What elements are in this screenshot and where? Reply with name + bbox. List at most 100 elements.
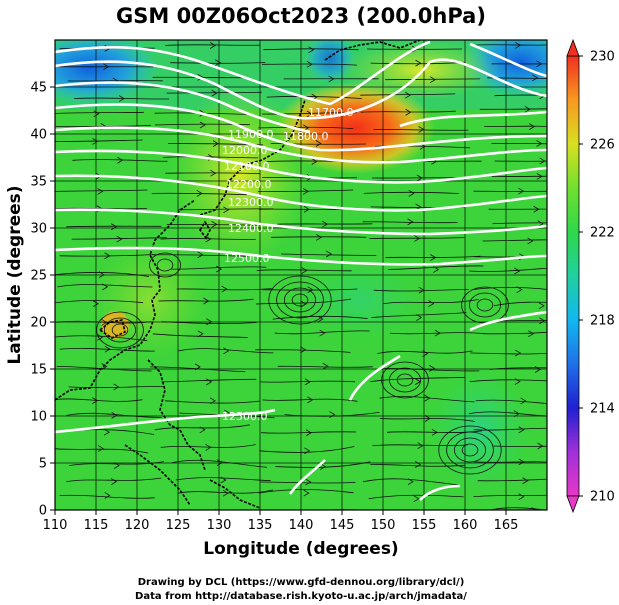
streamline-arrow: [536, 173, 543, 180]
streamline-arrow: [518, 426, 525, 434]
map-title: GSM 00Z06Oct2023 (200.0hPa): [116, 4, 486, 28]
streamline-arrow: [104, 492, 111, 499]
streamline: [176, 288, 272, 291]
eddy-streamline: [453, 437, 486, 463]
streamline-arrow: [210, 169, 217, 177]
streamline-arrow: [307, 286, 314, 294]
y-axis-ticks: 0 5 10 15 20 25 30 35 40 45: [30, 81, 55, 519]
eddy-streamline: [446, 431, 494, 469]
streamline-arrow: [221, 285, 228, 293]
streamline-arrow: [216, 265, 222, 273]
y-tick-label: 5: [39, 457, 47, 472]
streamline-arrow: [538, 302, 545, 310]
streamline-arrow: [92, 397, 99, 404]
x-tick-label: 140: [289, 518, 314, 533]
streamline: [370, 61, 466, 65]
streamline: [370, 464, 466, 467]
streamline: [469, 267, 547, 272]
y-tick-label: 25: [30, 269, 47, 284]
streamline: [470, 44, 547, 46]
streamline: [163, 156, 259, 159]
warm-anomaly-region: [275, 82, 435, 174]
x-tick-label: 110: [43, 518, 68, 533]
contour-label: 12000.0: [222, 144, 268, 157]
streamline: [161, 378, 257, 383]
streamline: [150, 366, 246, 373]
streamline-arrow: [300, 346, 307, 354]
streamline: [370, 376, 466, 382]
streamline-arrow: [518, 458, 525, 466]
streamline-arrow: [304, 447, 311, 455]
streamline: [470, 352, 547, 355]
streamline: [175, 477, 271, 482]
y-tick-label: 10: [30, 410, 47, 425]
streamline-arrow: [103, 63, 110, 71]
streamline-arrow: [93, 110, 100, 118]
colorbar-tick-label: 210: [590, 490, 615, 505]
streamline: [66, 477, 162, 482]
streamline-arrow: [319, 329, 326, 337]
streamline: [57, 284, 153, 288]
streamline-arrow: [514, 267, 521, 275]
streamline-arrow: [209, 42, 216, 49]
eddy-streamline: [148, 252, 181, 278]
streamline-arrow: [98, 271, 105, 279]
streamline: [171, 459, 267, 468]
colorbar: 210 214 218 222 226 230: [566, 38, 615, 514]
streamline-arrow: [307, 509, 309, 510]
streamline: [482, 239, 547, 242]
streamline-arrow: [424, 394, 431, 402]
x-tick-label: 150: [371, 518, 396, 533]
credit-data: Data from http://database.rish.kyoto-u.a…: [135, 591, 467, 602]
streamline-arrow: [537, 442, 544, 450]
streamline: [369, 237, 465, 239]
contour-label: 12200.0: [226, 178, 272, 191]
y-tick-label: 20: [30, 316, 47, 331]
streamline: [477, 478, 547, 482]
streamline-arrow: [417, 442, 424, 450]
streamline: [281, 253, 377, 256]
streamline-arrow: [514, 378, 521, 385]
streamline-arrow: [322, 362, 329, 370]
streamline: [483, 331, 547, 335]
plot-area: 11700.0 11800.0 11900.0 12000.0 12100.0 …: [55, 40, 547, 510]
streamline: [373, 289, 469, 292]
streamline-arrow: [199, 426, 206, 434]
streamline: [473, 427, 547, 431]
x-tick-label: 115: [84, 518, 109, 533]
streamline-arrow: [528, 330, 535, 338]
streamline-arrow: [317, 315, 324, 323]
streamline-arrow: [308, 46, 315, 54]
x-tick-label: 165: [494, 518, 519, 533]
streamline-arrow: [428, 300, 435, 307]
streamline-arrow: [197, 251, 204, 259]
streamline-arrow: [117, 156, 124, 164]
streamline: [260, 481, 356, 484]
streamline: [266, 96, 362, 99]
streamline: [488, 208, 547, 210]
streamline: [165, 44, 261, 46]
streamline-arrow: [408, 190, 415, 197]
streamline: [492, 445, 547, 447]
colorbar-tick-label: 218: [590, 314, 615, 329]
streamline: [389, 332, 486, 335]
streamline-arrow: [414, 235, 421, 242]
streamline-arrow: [303, 206, 310, 213]
x-axis-ticks: 110 115 120 125 130 135 140 145 150 155 160 165: [43, 510, 519, 533]
streamline-arrow: [206, 378, 213, 386]
streamline: [372, 444, 468, 447]
streamline-arrow: [434, 329, 441, 337]
colorbar-max-arrow: [566, 38, 580, 57]
streamline: [360, 110, 456, 113]
eddy-streamline: [381, 361, 429, 399]
eddy-streamline: [268, 275, 332, 325]
streamline-arrow: [429, 76, 436, 84]
streamline-arrow: [416, 174, 423, 182]
colorbar-gradient: [566, 55, 580, 497]
streamline-arrow: [212, 140, 219, 147]
eddy-streamline: [291, 293, 309, 307]
x-tick-label: 160: [453, 518, 478, 533]
streamline-arrow: [522, 477, 529, 485]
eddy-streamline: [396, 373, 414, 387]
